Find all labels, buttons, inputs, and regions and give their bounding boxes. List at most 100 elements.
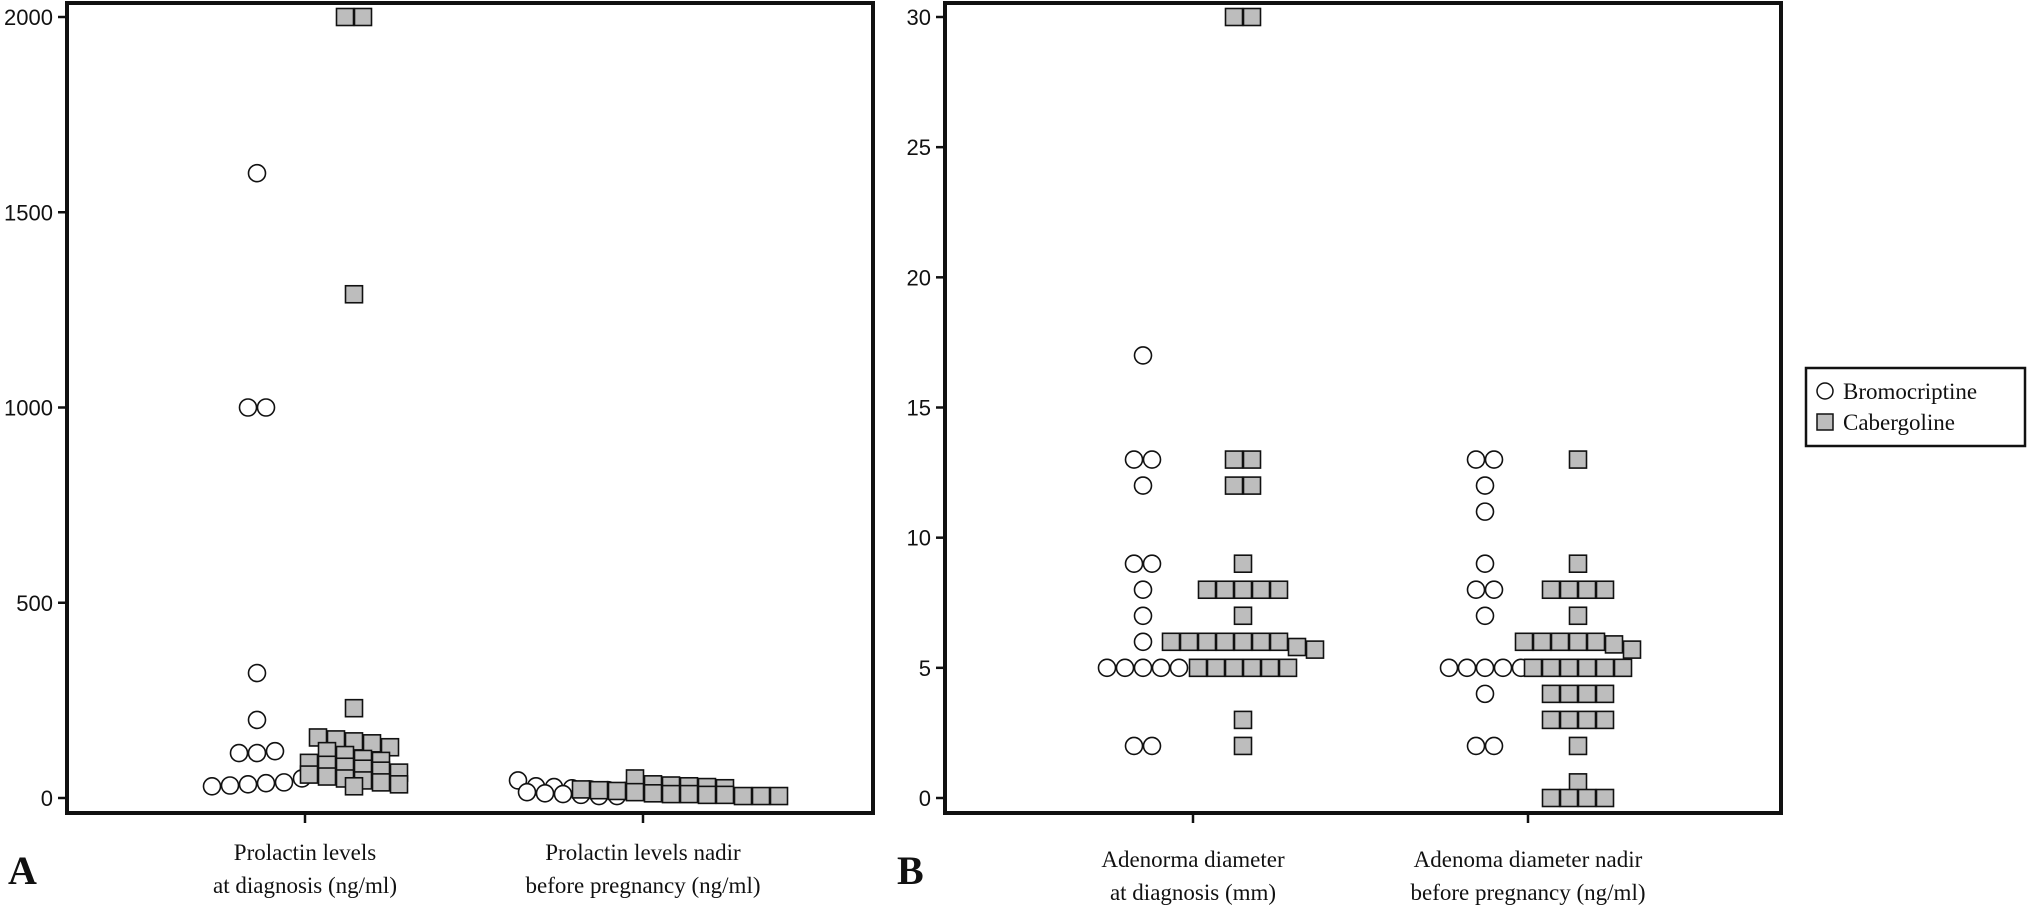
point-cabergoline	[1577, 788, 1597, 808]
x-axis-a: Prolactin levels at diagnosis (ng/ml) Prol…	[213, 811, 761, 898]
point-cabergoline	[589, 780, 609, 800]
point-cabergoline	[1287, 637, 1307, 657]
y-tick-label: 30	[907, 5, 931, 30]
point-cabergoline	[1595, 788, 1615, 808]
point-cabergoline	[625, 782, 645, 802]
scatter-points-b	[1097, 7, 1642, 808]
point-cabergoline	[1577, 580, 1597, 600]
point-cabergoline	[1577, 684, 1597, 704]
point-cabergoline	[1224, 7, 1244, 27]
point-bromocriptine	[1133, 580, 1153, 600]
point-cabergoline	[1260, 658, 1280, 678]
point-cabergoline	[1595, 658, 1615, 678]
y-tick-label: 15	[907, 396, 931, 421]
point-bromocriptine	[1466, 450, 1486, 469]
legend-marker-cabergoline	[1816, 413, 1834, 431]
point-cabergoline	[1251, 632, 1271, 652]
y-axis-b: 0 5 10 15 20 25 30	[907, 5, 945, 811]
y-tick-label: 20	[907, 265, 931, 290]
point-cabergoline	[1541, 684, 1561, 704]
point-bromocriptine	[247, 710, 267, 730]
point-cabergoline	[1242, 7, 1262, 27]
panel-label-a: A	[8, 848, 37, 893]
point-bromocriptine	[1124, 554, 1144, 574]
point-bromocriptine	[1475, 476, 1495, 495]
point-cabergoline	[1233, 710, 1253, 730]
point-cabergoline	[353, 7, 373, 27]
point-cabergoline	[1197, 632, 1217, 652]
point-cabergoline	[1251, 580, 1271, 600]
point-bromocriptine	[202, 776, 222, 796]
point-bromocriptine	[220, 776, 240, 795]
point-cabergoline	[1595, 684, 1615, 704]
point-cabergoline	[1568, 606, 1588, 626]
y-axis-a: 0 500 1000 1500 2000	[4, 5, 67, 811]
point-bromocriptine	[256, 773, 276, 793]
x-category-label: before pregnancy (ng/ml)	[1410, 880, 1645, 905]
point-bromocriptine	[238, 775, 258, 794]
y-tick-label: 1000	[4, 396, 53, 421]
point-cabergoline	[1559, 580, 1579, 600]
point-bromocriptine	[1439, 658, 1459, 678]
point-cabergoline	[1242, 658, 1262, 678]
point-cabergoline	[344, 284, 364, 304]
point-cabergoline	[1269, 632, 1289, 652]
point-bromocriptine	[517, 782, 537, 802]
y-tick-label: 0	[919, 786, 931, 811]
point-cabergoline	[1613, 658, 1633, 678]
point-cabergoline	[1161, 632, 1181, 652]
point-bromocriptine	[1097, 658, 1117, 678]
point-bromocriptine	[1133, 632, 1153, 652]
point-cabergoline	[1242, 476, 1262, 495]
point-cabergoline	[733, 786, 753, 806]
point-bromocriptine	[1133, 658, 1153, 678]
point-cabergoline	[1233, 736, 1253, 756]
point-bromocriptine	[1457, 658, 1477, 678]
point-cabergoline	[1559, 788, 1579, 808]
point-bromocriptine	[1466, 736, 1486, 756]
y-tick-label: 500	[16, 591, 53, 616]
point-cabergoline	[1197, 580, 1217, 600]
x-category-label: Prolactin levels nadir	[545, 840, 741, 865]
point-bromocriptine	[1169, 658, 1189, 678]
point-bromocriptine	[238, 398, 258, 417]
y-tick-label: 25	[907, 135, 931, 160]
point-cabergoline	[1215, 580, 1235, 600]
point-bromocriptine	[1475, 606, 1495, 626]
point-cabergoline	[1595, 710, 1615, 730]
point-cabergoline	[1233, 554, 1253, 574]
point-cabergoline	[571, 780, 591, 799]
point-bromocriptine	[535, 784, 555, 803]
point-cabergoline	[1568, 632, 1588, 652]
point-cabergoline	[1224, 476, 1244, 495]
legend: Bromocriptine Cabergoline	[1804, 366, 2027, 448]
point-cabergoline	[1532, 632, 1552, 652]
x-axis-b: Adenorma diameter at diagnosis (mm) Adenom…	[1101, 811, 1646, 905]
x-category-label: at diagnosis (ng/ml)	[213, 873, 397, 898]
x-category-label: before pregnancy (ng/ml)	[525, 873, 760, 898]
x-category-label: at diagnosis (mm)	[1110, 880, 1276, 905]
point-bromocriptine	[1142, 554, 1162, 574]
point-bromocriptine	[247, 743, 267, 763]
point-cabergoline	[362, 734, 382, 753]
point-bromocriptine	[1133, 346, 1153, 365]
point-cabergoline	[1224, 450, 1244, 469]
point-cabergoline	[1550, 632, 1570, 652]
point-cabergoline	[1242, 450, 1262, 469]
point-bromocriptine	[1124, 450, 1144, 469]
point-cabergoline	[1622, 640, 1642, 659]
point-cabergoline	[607, 781, 627, 801]
point-bromocriptine	[1484, 580, 1504, 600]
point-bromocriptine	[1466, 580, 1486, 600]
point-cabergoline	[1215, 632, 1235, 652]
point-cabergoline	[299, 765, 319, 784]
legend-marker-bromocriptine	[1816, 382, 1834, 400]
y-tick-label: 2000	[4, 5, 53, 30]
point-cabergoline	[1541, 788, 1561, 808]
point-cabergoline	[1188, 658, 1208, 678]
point-cabergoline	[1233, 606, 1253, 626]
point-cabergoline	[1206, 658, 1226, 678]
point-bromocriptine	[247, 163, 267, 183]
point-bromocriptine	[274, 773, 294, 792]
y-tick-label: 0	[41, 786, 53, 811]
